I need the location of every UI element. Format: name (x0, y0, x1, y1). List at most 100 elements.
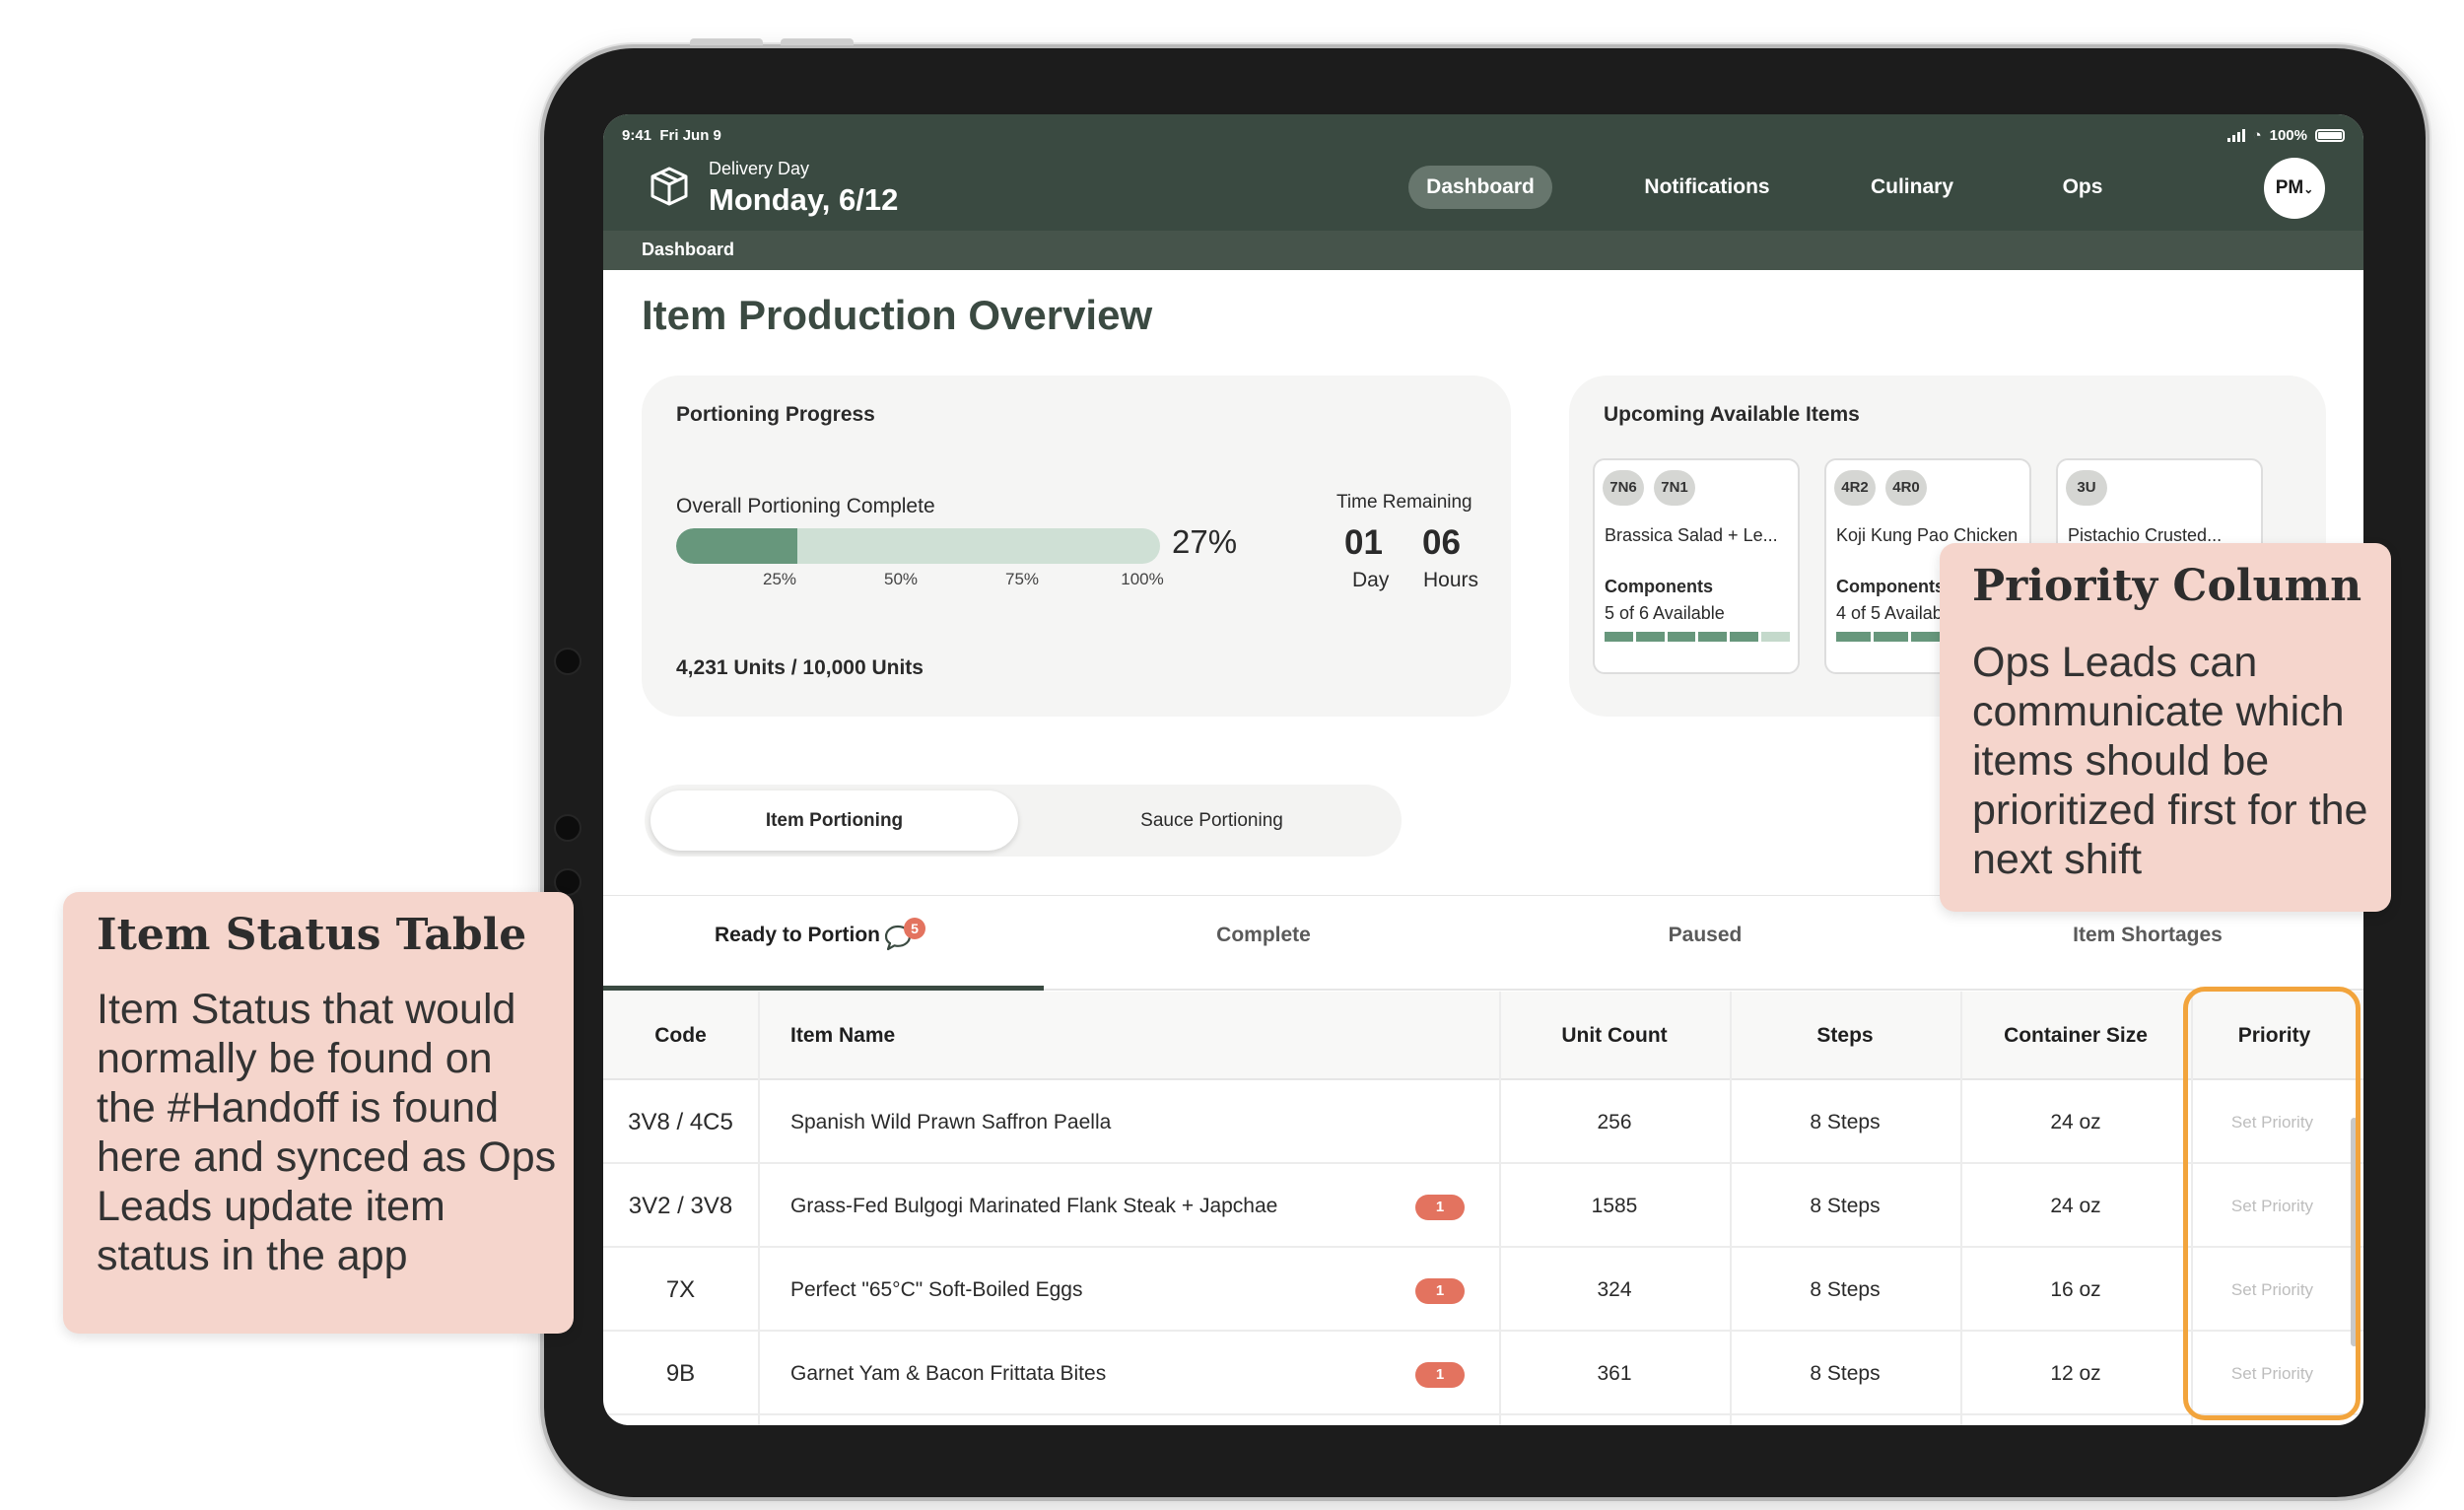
set-priority-button[interactable]: Set Priority (2230, 1364, 2314, 1383)
row-container-size: 16 oz (2050, 1278, 2101, 1301)
tab-complete[interactable]: Complete (1216, 924, 1311, 946)
item-status-callout-title: Item Status Table (97, 910, 527, 960)
signal-icon (2226, 129, 2245, 142)
tab-paused[interactable]: Paused (1668, 924, 1743, 946)
table-row[interactable]: 9B Garnet Yam & Bacon Frittata Bites 1 3… (603, 1332, 2363, 1415)
row-unit-count: 1585 (1591, 1195, 1638, 1217)
row-item-name: Grass-Fed Bulgogi Marinated Flank Steak … (790, 1195, 1278, 1217)
col-container-size[interactable]: Container Size (2004, 1024, 2148, 1047)
nav-notifications[interactable]: Notifications (1644, 175, 1770, 198)
item-code-badge: 4R0 (1885, 470, 1927, 506)
page-title: Item Production Overview (642, 292, 1153, 338)
portioning-progress-bar (676, 528, 1160, 564)
shortage-count-badge: 1 (1415, 1362, 1465, 1388)
sauce-portioning-option[interactable]: Sauce Portioning (1140, 810, 1283, 831)
set-priority-button[interactable]: Set Priority (2230, 1113, 2314, 1132)
tab-item-shortages[interactable]: Item Shortages (2073, 924, 2223, 946)
col-item-name[interactable]: Item Name (790, 1024, 896, 1047)
row-container-size: 24 oz (2050, 1195, 2101, 1217)
row-steps: 8 Steps (1810, 1195, 1881, 1217)
col-code[interactable]: Code (654, 1024, 707, 1047)
table-scrollbar[interactable] (2351, 1118, 2358, 1346)
wifi-icon: ◔ (2252, 127, 2262, 144)
nav-culinary[interactable]: Culinary (1870, 175, 1954, 198)
upcoming-item-name: Pistachio Crusted... (2068, 525, 2223, 545)
item-code-badge: 4R2 (1834, 470, 1876, 506)
item-portioning-option[interactable]: Item Portioning (650, 790, 1018, 851)
upcoming-card-title: Upcoming Available Items (1604, 403, 1860, 426)
set-priority-button[interactable]: Set Priority (2230, 1280, 2314, 1299)
table-header: Code Item Name Unit Count Steps Containe… (603, 992, 2363, 1080)
row-code: 3V8 / 4C5 (628, 1109, 733, 1135)
progress-tick: 100% (1121, 570, 1164, 588)
shortage-count-badge: 1 (1415, 1195, 1465, 1220)
col-steps[interactable]: Steps (1816, 1024, 1874, 1047)
col-unit-count[interactable]: Unit Count (1561, 1024, 1668, 1047)
portioning-progress-card: Portioning Progress Overall Portioning C… (642, 376, 1511, 717)
row-unit-count: 361 (1597, 1362, 1632, 1385)
row-steps: 8 Steps (1810, 1278, 1881, 1301)
overall-portioning-label: Overall Portioning Complete (676, 495, 935, 517)
row-item-name: Perfect "65°C" Soft-Boiled Eggs (790, 1278, 1083, 1301)
active-tab-indicator (603, 986, 1044, 991)
priority-callout-body: Ops Leads can communicate which items sh… (1972, 639, 2368, 883)
status-bar: 9:41 Fri Jun 9 ◔ 100% (622, 122, 2345, 148)
delivery-day-label: Delivery Day (709, 159, 810, 178)
priority-callout-title: Priority Column (1972, 561, 2362, 611)
column-divider (1730, 992, 1732, 1425)
upcoming-item-card[interactable]: 7N6 7N1 Brassica Salad + Le... Component… (1593, 458, 1800, 674)
nav-dashboard[interactable]: Dashboard (1408, 166, 1552, 209)
tab-divider (603, 989, 2363, 991)
portioning-type-toggle: Item Portioning Sauce Portioning (645, 785, 1402, 857)
avatar-initials: PM (2275, 177, 2304, 198)
item-status-callout-body: Item Status that would normally be found… (97, 986, 557, 1279)
item-status-callout: Item Status Table Item Status that would… (63, 892, 574, 1334)
row-code: 7X (665, 1276, 696, 1303)
row-unit-count: 256 (1597, 1111, 1632, 1133)
progress-tick: 25% (762, 570, 797, 588)
row-steps: 8 Steps (1810, 1362, 1881, 1385)
components-label: Components (1836, 577, 1945, 596)
column-divider (2191, 992, 2193, 1425)
battery-percent: 100% (2269, 127, 2307, 144)
set-priority-button[interactable]: Set Priority (2230, 1197, 2314, 1215)
time-remaining-label: Time Remaining (1336, 492, 1472, 513)
row-code: 3V2 / 3V8 (628, 1193, 733, 1219)
progress-fill (676, 528, 797, 564)
breadcrumb-dashboard[interactable]: Dashboard (642, 240, 735, 259)
table-row[interactable]: 3V8 / 4C5 Spanish Wild Prawn Saffron Pae… (603, 1080, 2363, 1164)
app-header: 9:41 Fri Jun 9 ◔ 100% Delivery Day Monda… (603, 114, 2363, 270)
row-unit-count: 324 (1597, 1278, 1632, 1301)
priority-column-highlight (2183, 987, 2361, 1420)
col-priority[interactable]: Priority (2237, 1024, 2311, 1047)
box-icon (650, 167, 688, 206)
column-divider (1499, 992, 1501, 1425)
table-row[interactable]: 7X Perfect "65°C" Soft-Boiled Eggs 1 324… (603, 1248, 2363, 1332)
column-divider (1960, 992, 1962, 1425)
table-row[interactable]: 3V2 / 3V8 Grass-Fed Bulgogi Marinated Fl… (603, 1164, 2363, 1248)
hours-remaining: 06 (1422, 523, 1461, 562)
camera-lens (554, 648, 582, 675)
units-count: 4,231 Units / 10,000 Units (676, 656, 924, 679)
item-code-badge: 7N6 (1603, 470, 1644, 506)
priority-callout: Priority Column Ops Leads can communicat… (1940, 543, 2391, 912)
volume-button (781, 38, 854, 45)
portioning-card-title: Portioning Progress (676, 403, 875, 426)
percent-complete: 27% (1172, 523, 1238, 560)
delivery-date: Monday, 6/12 (709, 182, 899, 217)
progress-tick: 75% (1004, 570, 1040, 588)
item-code-badge: 3U (2066, 470, 2107, 506)
camera-lens (554, 814, 582, 842)
tab-ready-to-portion[interactable]: Ready to Portion (714, 924, 881, 946)
row-item-name: Spanish Wild Prawn Saffron Paella (790, 1111, 1112, 1133)
upcoming-item-name: Koji Kung Pao Chicken (1836, 525, 2019, 545)
row-code: 9B (665, 1360, 696, 1387)
components-available: 5 of 6 Available (1605, 603, 1725, 623)
components-available: 4 of 5 Available (1836, 603, 1956, 623)
avatar-menu[interactable]: PM⌄ (2264, 158, 2325, 219)
nav-ops[interactable]: Ops (2062, 175, 2103, 198)
shortage-count-badge: 1 (1415, 1278, 1465, 1304)
volume-button (690, 38, 763, 45)
upcoming-item-name: Brassica Salad + Le... (1605, 525, 1778, 545)
row-container-size: 12 oz (2050, 1362, 2101, 1385)
